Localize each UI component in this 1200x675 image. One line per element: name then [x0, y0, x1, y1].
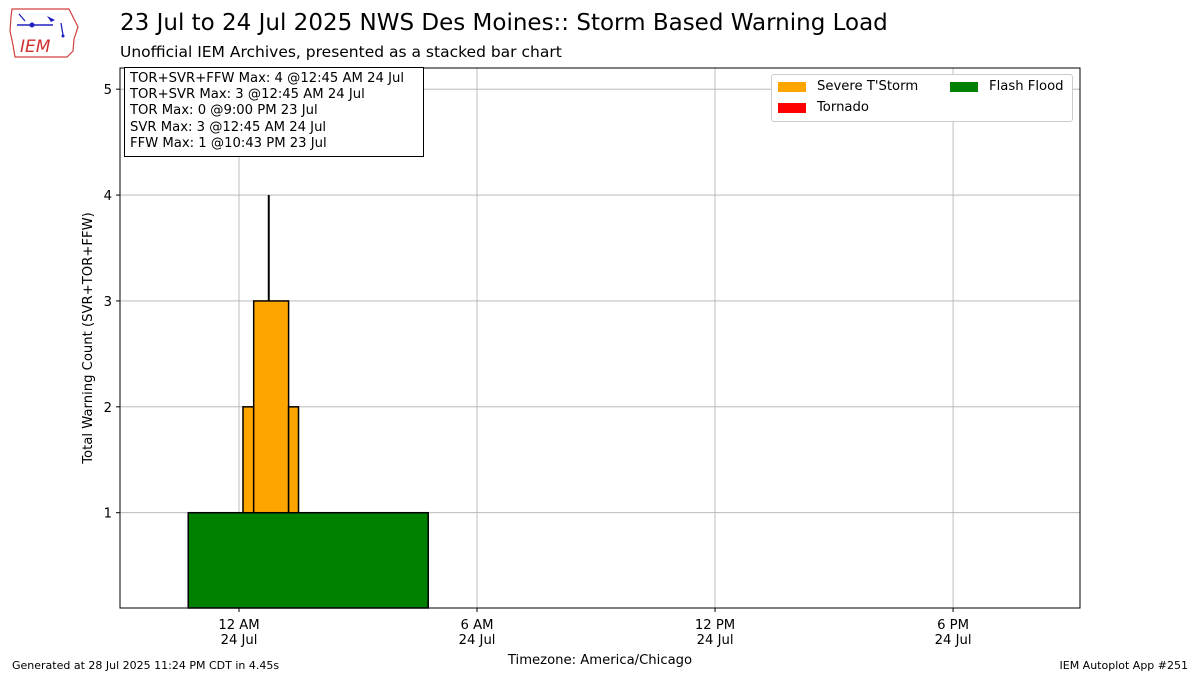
stat-ffw-max: FFW Max: 1 @10:43 PM 23 Jul — [130, 135, 327, 151]
x-tick-label-1-1: 24 Jul — [459, 633, 496, 648]
x-tick-label-2-0: 12 PM — [695, 618, 735, 633]
stat-tor-svr-max: TOR+SVR Max: 3 @12:45 AM 24 Jul — [130, 87, 365, 103]
plot-frame — [119, 67, 1081, 609]
iem-logo: IEM — [9, 8, 79, 58]
logo-text: IEM — [20, 37, 51, 57]
stat-svr-max: SVR Max: 3 @12:45 AM 24 Jul — [130, 119, 327, 135]
chart-title: 23 Jul to 24 Jul 2025 NWS Des Moines:: S… — [120, 10, 888, 36]
x-tick-label-3-1: 24 Jul — [935, 633, 972, 648]
y-tick-label-0: 1 — [104, 507, 112, 522]
y-tick-label-3: 4 — [104, 189, 112, 204]
x-axis-label: Timezone: America/Chicago — [507, 653, 692, 668]
x-tick-label-2-1: 24 Jul — [697, 633, 734, 648]
x-tick-label-0-1: 24 Jul — [221, 633, 258, 648]
plot-area-border — [119, 67, 1081, 609]
stats-box: TOR+SVR+FFW Max: 4 @12:45 AM 24 Jul TOR+… — [124, 67, 424, 157]
x-tick-label-3-0: 6 PM — [937, 618, 969, 633]
legend-label-tornado: Tornado — [817, 100, 869, 115]
chart-subtitle: Unofficial IEM Archives, presented as a … — [120, 43, 562, 61]
bars — [187, 195, 429, 609]
bar-flash-flood-0 — [187, 511, 429, 609]
legend-swatch-tornado — [778, 102, 806, 113]
bar-severe-t-storm-0 — [242, 406, 255, 514]
legend-item-flash-flood: Flash Flood — [950, 79, 1064, 94]
y-tick-label-4: 5 — [104, 83, 112, 98]
legend-item-severe-tstorm: Severe T'Storm — [778, 79, 918, 94]
x-tick-label-0-0: 12 AM — [218, 618, 259, 633]
y-axis-label: Total Warning Count (SVR+TOR+FFW) — [81, 212, 96, 465]
footer-app: IEM Autoplot App #251 — [1059, 659, 1189, 672]
footer-generated: Generated at 28 Jul 2025 11:24 PM CDT in… — [12, 659, 280, 672]
legend-item-tornado: Tornado — [778, 100, 869, 115]
legend-swatch-severe-tstorm — [778, 81, 806, 92]
stat-tor-max: TOR Max: 0 @9:00 PM 23 Jul — [130, 103, 318, 119]
legend-label-severe-tstorm: Severe T'Storm — [817, 79, 919, 94]
y-tick-label-1: 2 — [104, 401, 112, 416]
iem-iowa-logo-icon — [9, 8, 79, 58]
legend-label-flash-flood: Flash Flood — [989, 79, 1064, 94]
legend: Severe T'Storm Tornado Flash Flood — [771, 74, 1073, 122]
stat-total-max: TOR+SVR+FFW Max: 4 @12:45 AM 24 Jul — [130, 71, 404, 86]
bar-severe-t-storm-2 — [287, 406, 300, 514]
bar-severe-t-storm-1 — [252, 300, 290, 514]
legend-swatch-flash-flood — [950, 81, 978, 92]
x-tick-label-1-0: 6 AM — [461, 618, 494, 633]
y-tick-label-2: 3 — [104, 295, 112, 310]
